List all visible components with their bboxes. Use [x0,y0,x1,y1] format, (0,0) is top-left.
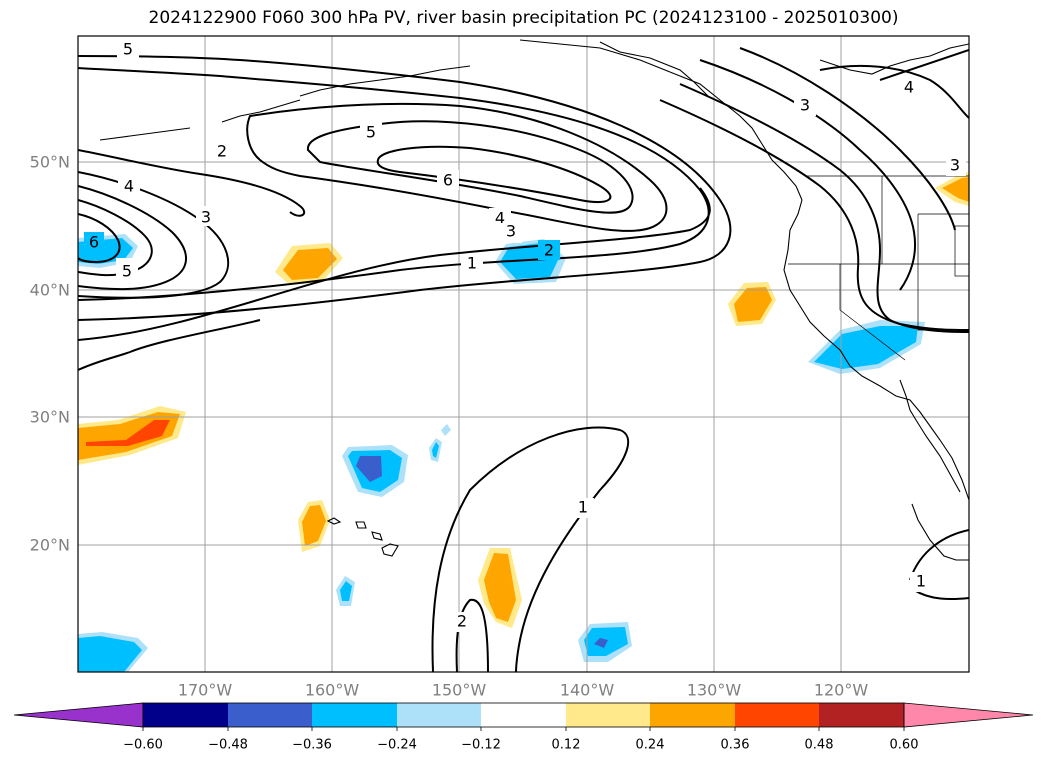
lon-label: 160°W [305,681,360,700]
contour-label: 4 [124,177,134,196]
colorbar-tick-label: −0.24 [377,738,417,753]
colorbar-segment [566,703,650,727]
lat-label: 50°N [30,153,70,172]
lon-label: 120°W [814,681,869,700]
colorbar-segment [650,703,735,727]
colorbar: −0.60 −0.48 −0.36 −0.24 −0.12 0.12 0.24 … [13,702,1034,753]
colorbar-segment [143,703,228,727]
colorbar-segment [819,703,904,727]
colorbar-segment [228,703,312,727]
colorbar-segment [312,703,397,727]
contour-label: 2 [544,241,554,260]
contour-label: 1 [578,498,588,517]
colorbar-segment [735,703,819,727]
contour-label: 6 [443,171,453,190]
gridlines [78,36,969,672]
contour-label: 2 [457,612,467,631]
contour-label: 3 [506,222,516,241]
contour-label: 4 [904,78,914,97]
contour-label: 5 [122,262,132,281]
lon-label: 150°W [432,681,487,700]
contour-label: 6 [89,233,99,252]
contour-label: 3 [201,208,211,227]
precip-shading [78,172,969,672]
lon-label: 140°W [560,681,615,700]
lon-label: 130°W [687,681,742,700]
colorbar-tick-label: 0.60 [890,738,919,753]
colorbar-tick-label: −0.48 [208,738,248,753]
colorbar-tick-label: 0.24 [636,738,665,753]
lat-label: 40°N [30,281,70,300]
colorbar-segment [397,703,481,727]
contour-label: 3 [950,156,960,175]
colorbar-tick-label: 0.36 [721,738,750,753]
contour-label: 5 [123,40,133,59]
contour-label: 1 [916,572,926,591]
colorbar-min-arrow [13,702,144,728]
coastlines [99,39,969,561]
lat-labels: 50°N 40°N 30°N 20°N [30,153,70,555]
colorbar-tick-label: −0.12 [461,738,501,753]
lon-label: 170°W [178,681,233,700]
colorbar-tick-label: −0.36 [292,738,332,753]
map-title: 2024122900 F060 300 hPa PV, river basin … [148,8,899,28]
contour-label: 1 [467,254,477,273]
map-frame [77,35,970,673]
colorbar-tick-label: −0.60 [123,738,163,753]
colorbar-tick-label: 0.48 [805,738,834,753]
lat-label: 20°N [30,536,70,555]
colorbar-max-arrow [903,702,1034,728]
lon-labels: 170°W 160°W 150°W 140°W 130°W 120°W [178,681,869,700]
contour-label-layer: 5 5 2 4 3 6 5 6 4 3 2 1 3 4 3 1 2 1 [84,40,966,632]
contour-label: 3 [800,96,810,115]
contour-label: 5 [366,123,376,142]
colorbar-tick-label: 0.12 [552,738,581,753]
contour-label: 4 [495,209,505,228]
pv-contours [78,47,969,672]
contour-label: 2 [217,142,227,161]
lat-label: 30°N [30,408,70,427]
colorbar-segment [481,703,566,727]
